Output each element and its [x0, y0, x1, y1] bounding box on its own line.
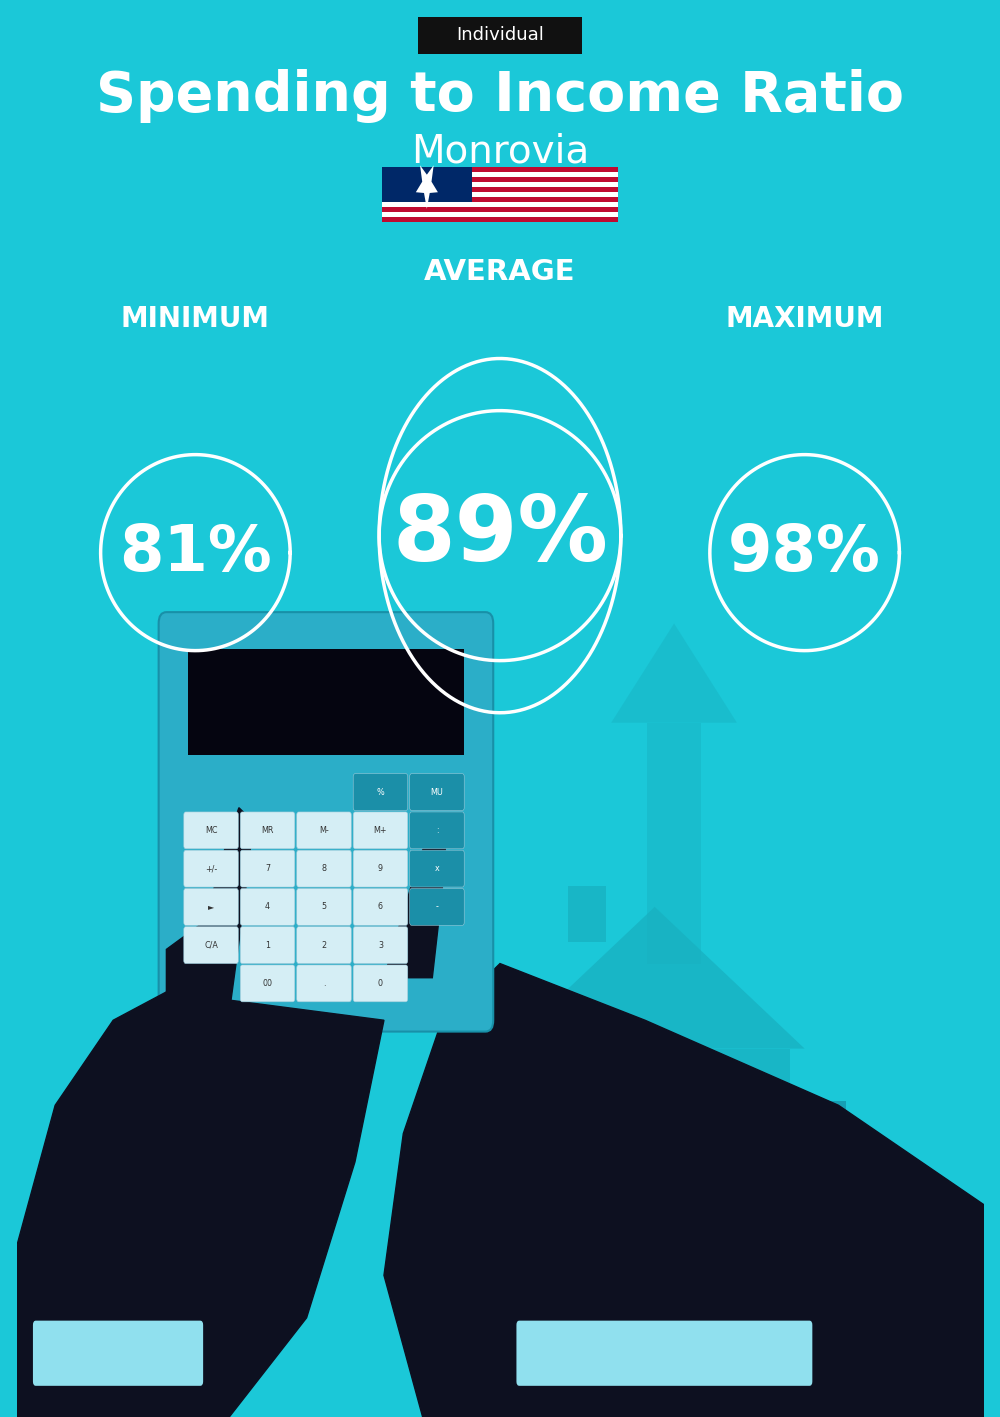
Polygon shape [16, 992, 384, 1417]
Text: $: $ [728, 1158, 746, 1180]
Text: 89%: 89% [392, 492, 608, 580]
Bar [616, 1151, 732, 1161]
Bar [811, 1101, 846, 1132]
Text: MC: MC [205, 826, 217, 835]
Bar [382, 187, 618, 193]
Bar [382, 183, 618, 187]
Bar [382, 207, 618, 213]
Polygon shape [244, 638, 369, 737]
Text: MR: MR [261, 826, 274, 835]
Text: 9: 9 [378, 864, 383, 873]
FancyBboxPatch shape [353, 774, 408, 811]
Bar [382, 217, 618, 222]
FancyBboxPatch shape [184, 927, 238, 964]
Text: %: % [377, 788, 384, 796]
Text: 3: 3 [378, 941, 383, 949]
FancyBboxPatch shape [240, 812, 295, 849]
Text: 4: 4 [265, 903, 270, 911]
FancyBboxPatch shape [410, 888, 464, 925]
Bar [382, 177, 618, 183]
FancyBboxPatch shape [353, 812, 408, 849]
FancyBboxPatch shape [297, 850, 351, 887]
Bar [382, 167, 472, 203]
Text: Spending to Income Ratio: Spending to Income Ratio [96, 69, 904, 123]
Text: M+: M+ [374, 826, 387, 835]
Polygon shape [759, 1125, 898, 1270]
FancyBboxPatch shape [297, 888, 351, 925]
Text: 2: 2 [321, 941, 327, 949]
Bar [519, 1049, 790, 1289]
Polygon shape [166, 808, 253, 1013]
Text: 6: 6 [378, 903, 383, 911]
Text: MAXIMUM: MAXIMUM [725, 305, 884, 333]
Text: 5: 5 [321, 903, 327, 911]
FancyBboxPatch shape [240, 965, 295, 1002]
Bar [616, 1163, 732, 1173]
FancyBboxPatch shape [297, 812, 351, 849]
Bar [188, 649, 464, 755]
Polygon shape [384, 964, 984, 1417]
Bar [722, 1098, 751, 1124]
FancyBboxPatch shape [410, 850, 464, 887]
FancyBboxPatch shape [297, 965, 351, 1002]
Text: -: - [436, 903, 438, 911]
FancyBboxPatch shape [240, 927, 295, 964]
FancyBboxPatch shape [297, 927, 351, 964]
Text: C/A: C/A [204, 941, 218, 949]
FancyBboxPatch shape [410, 812, 464, 849]
Polygon shape [416, 166, 438, 208]
Text: ►: ► [208, 903, 214, 911]
Text: Individual: Individual [456, 27, 544, 44]
FancyBboxPatch shape [353, 850, 408, 887]
Polygon shape [687, 1117, 787, 1221]
Text: 8: 8 [322, 864, 327, 873]
Text: +/-: +/- [205, 864, 217, 873]
Text: x: x [435, 864, 439, 873]
Text: :: : [436, 826, 438, 835]
FancyBboxPatch shape [184, 888, 238, 925]
Bar [382, 173, 618, 177]
Text: 7: 7 [265, 864, 270, 873]
FancyBboxPatch shape [240, 850, 295, 887]
Polygon shape [611, 623, 737, 723]
Text: Monrovia: Monrovia [411, 133, 589, 170]
Bar [647, 723, 701, 964]
FancyBboxPatch shape [353, 965, 408, 1002]
FancyBboxPatch shape [353, 927, 408, 964]
Bar [382, 203, 618, 207]
Bar [382, 197, 618, 203]
Polygon shape [505, 907, 805, 1049]
Text: 98%: 98% [728, 521, 881, 584]
Text: .: . [323, 979, 325, 988]
Text: $: $ [816, 1180, 841, 1214]
FancyBboxPatch shape [184, 850, 238, 887]
Bar [280, 737, 333, 893]
FancyBboxPatch shape [184, 812, 238, 849]
FancyBboxPatch shape [353, 888, 408, 925]
Bar [568, 886, 606, 942]
Bar [616, 1189, 732, 1199]
Bar [616, 1202, 732, 1212]
Text: M-: M- [319, 826, 329, 835]
Bar [631, 1176, 679, 1289]
Text: 1: 1 [265, 941, 270, 949]
Text: MU: MU [431, 788, 443, 796]
Bar [382, 213, 618, 217]
Text: AVERAGE: AVERAGE [424, 258, 576, 286]
Polygon shape [384, 822, 447, 978]
Bar [382, 167, 618, 173]
Bar [382, 193, 618, 197]
FancyBboxPatch shape [33, 1321, 203, 1386]
Text: MINIMUM: MINIMUM [121, 305, 270, 333]
FancyBboxPatch shape [240, 888, 295, 925]
Bar [616, 1176, 732, 1186]
FancyBboxPatch shape [418, 17, 582, 54]
FancyBboxPatch shape [159, 612, 493, 1032]
FancyBboxPatch shape [516, 1321, 812, 1386]
Text: 81%: 81% [119, 521, 272, 584]
Text: 00: 00 [263, 979, 273, 988]
Text: 0: 0 [378, 979, 383, 988]
FancyBboxPatch shape [410, 774, 464, 811]
